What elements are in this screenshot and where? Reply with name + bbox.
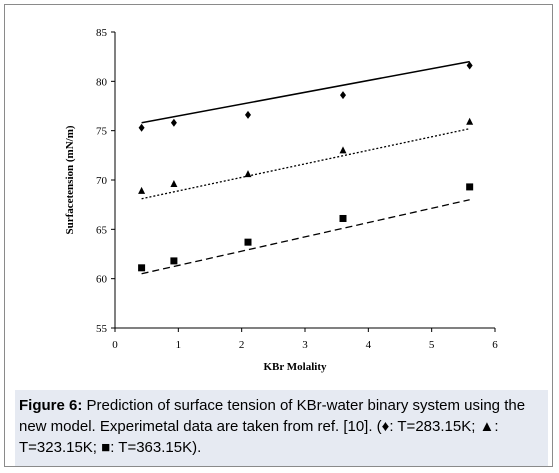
axes: 55 60 65 70 75 80 85 0 1 2 3 4 5 6 xyxy=(96,27,498,351)
x-tick-label: 3 xyxy=(302,339,308,351)
caption-text-2: : T=283.15K; xyxy=(389,418,480,435)
diamond-marker xyxy=(170,118,177,127)
y-tick-label: 80 xyxy=(96,76,108,88)
y-axis-label: Surfacetension (mN/m) xyxy=(64,125,76,234)
square-marker xyxy=(339,214,347,222)
model-lines xyxy=(141,60,470,275)
caption-text-1: Prediction of surface tension of KBr-wat… xyxy=(19,397,526,435)
x-tick-label: 4 xyxy=(366,339,372,351)
figure-caption: Figure 6: Prediction of surface tension … xyxy=(15,390,548,466)
diamond-marker xyxy=(340,91,346,100)
square-marker xyxy=(466,183,474,191)
triangle-marker xyxy=(138,186,146,194)
caption-label: Figure 6: xyxy=(19,397,83,414)
x-tick-label: 5 xyxy=(429,339,435,351)
y-tick-label: 70 xyxy=(96,175,108,187)
data-markers xyxy=(138,61,474,272)
y-tick-label: 60 xyxy=(96,274,108,286)
triangle-marker xyxy=(244,170,252,178)
triangle-marker xyxy=(339,146,347,154)
y-tick-label: 65 xyxy=(96,224,108,236)
diamond-symbol: ♦ xyxy=(381,418,390,435)
diamond-marker xyxy=(466,61,473,70)
caption-text-3: : T=323.15K; xyxy=(19,418,499,456)
diamond-marker xyxy=(245,110,251,119)
model-line-square xyxy=(141,199,470,275)
triangle-marker xyxy=(466,117,474,125)
y-tick-label: 75 xyxy=(96,126,108,138)
x-tick-label: 1 xyxy=(176,339,182,351)
y-tick-label: 55 xyxy=(96,323,108,335)
model-line-triangle xyxy=(141,128,470,200)
figure-frame: 55 60 65 70 75 80 85 0 1 2 3 4 5 6 KBr Molality Surfa… xyxy=(4,4,553,467)
caption-text-4: : T=363.15K). xyxy=(110,439,202,456)
x-tick-label: 6 xyxy=(492,339,498,351)
square-marker xyxy=(138,264,146,272)
triangle-marker xyxy=(170,179,178,187)
x-tick-label: 0 xyxy=(112,339,118,351)
square-marker xyxy=(170,257,178,265)
y-tick-label: 85 xyxy=(96,27,108,39)
x-axis-label: KBr Molality xyxy=(263,361,327,373)
chart: 55 60 65 70 75 80 85 0 1 2 3 4 5 6 KBr Molality Surfa… xyxy=(64,27,498,373)
square-symbol: ■ xyxy=(101,439,111,456)
model-line-diamond xyxy=(141,60,470,124)
square-marker xyxy=(244,238,252,246)
x-tick-label: 2 xyxy=(239,339,245,351)
triangle-symbol: ▲ xyxy=(479,418,495,435)
diamond-marker xyxy=(138,123,145,132)
